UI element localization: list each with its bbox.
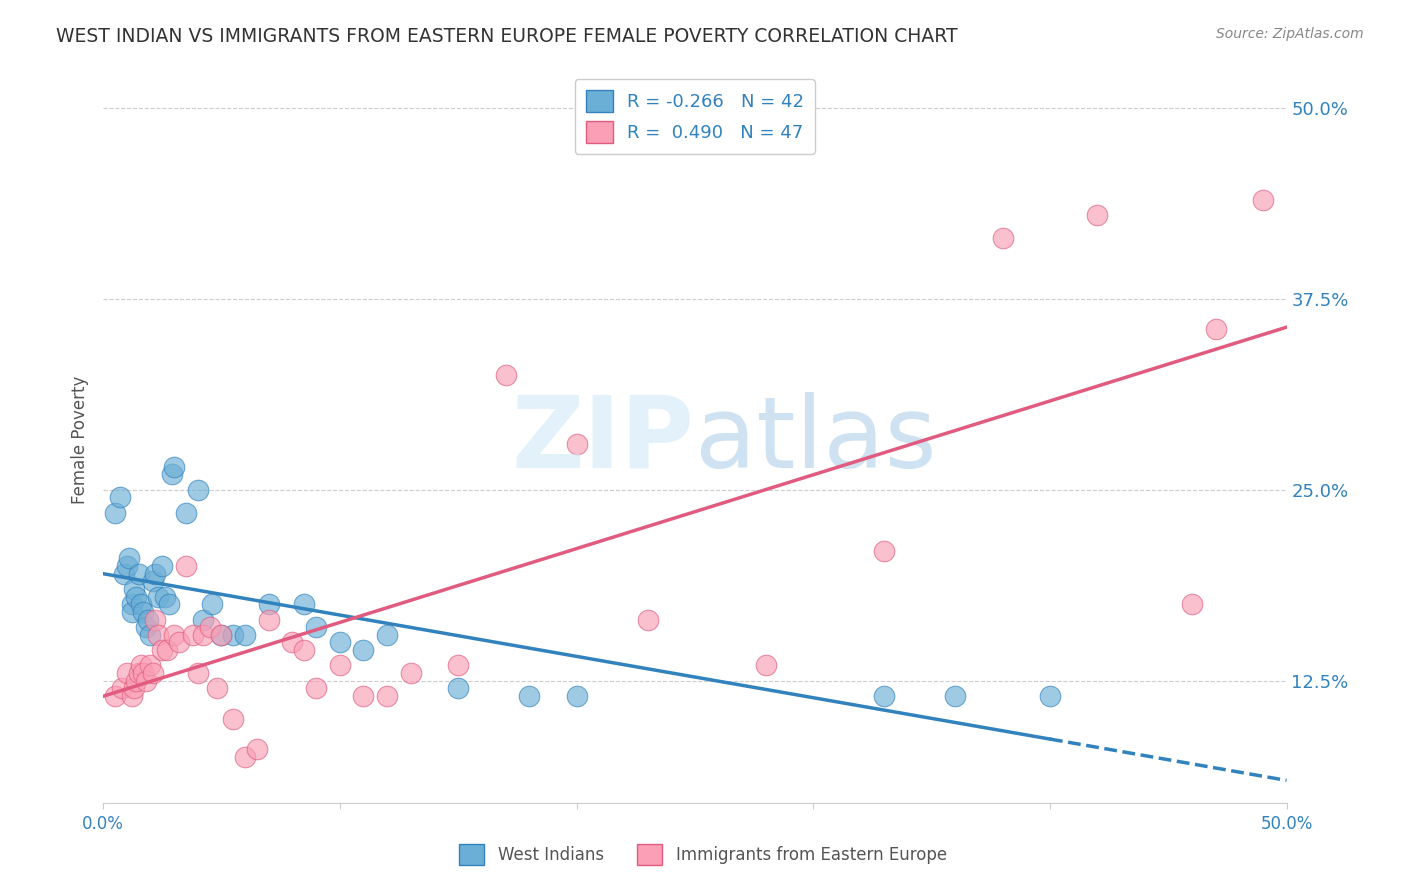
Point — [447, 681, 470, 696]
Point — [114, 566, 136, 581]
Point — [142, 666, 165, 681]
Point — [201, 597, 224, 611]
Point — [115, 666, 138, 681]
Point — [156, 643, 179, 657]
Point — [191, 613, 214, 627]
Point — [143, 566, 166, 581]
Point — [115, 559, 138, 574]
Point — [222, 628, 245, 642]
Point — [375, 628, 398, 642]
Point — [447, 658, 470, 673]
Y-axis label: Female Poverty: Female Poverty — [72, 376, 89, 504]
Point — [755, 658, 778, 673]
Point — [174, 559, 197, 574]
Point — [160, 467, 183, 482]
Point — [565, 689, 588, 703]
Point — [125, 590, 148, 604]
Point — [104, 506, 127, 520]
Point — [142, 574, 165, 589]
Point — [139, 628, 162, 642]
Point — [163, 628, 186, 642]
Point — [150, 559, 173, 574]
Point — [375, 689, 398, 703]
Text: ZIP: ZIP — [512, 392, 695, 489]
Legend: R = -0.266   N = 42, R =  0.490   N = 47: R = -0.266 N = 42, R = 0.490 N = 47 — [575, 79, 815, 154]
Point — [329, 635, 352, 649]
Point — [121, 689, 143, 703]
Point — [1039, 689, 1062, 703]
Point — [1205, 322, 1227, 336]
Point — [122, 582, 145, 596]
Point — [292, 597, 315, 611]
Point — [132, 666, 155, 681]
Point — [111, 681, 134, 696]
Text: WEST INDIAN VS IMMIGRANTS FROM EASTERN EUROPE FEMALE POVERTY CORRELATION CHART: WEST INDIAN VS IMMIGRANTS FROM EASTERN E… — [56, 27, 957, 45]
Point — [139, 658, 162, 673]
Point — [257, 613, 280, 627]
Point — [233, 628, 256, 642]
Point — [146, 628, 169, 642]
Point — [205, 681, 228, 696]
Point — [1085, 208, 1108, 222]
Point — [104, 689, 127, 703]
Point — [181, 628, 204, 642]
Text: Source: ZipAtlas.com: Source: ZipAtlas.com — [1216, 27, 1364, 41]
Legend: West Indians, Immigrants from Eastern Europe: West Indians, Immigrants from Eastern Eu… — [450, 834, 956, 875]
Point — [565, 437, 588, 451]
Point — [222, 712, 245, 726]
Point — [128, 566, 150, 581]
Point — [991, 231, 1014, 245]
Text: 0.0%: 0.0% — [82, 815, 124, 833]
Point — [136, 613, 159, 627]
Point — [198, 620, 221, 634]
Point — [143, 613, 166, 627]
Point — [329, 658, 352, 673]
Point — [305, 681, 328, 696]
Point — [163, 459, 186, 474]
Point — [121, 597, 143, 611]
Point — [153, 590, 176, 604]
Point — [399, 666, 422, 681]
Point — [211, 628, 233, 642]
Point — [1251, 193, 1274, 207]
Point — [150, 643, 173, 657]
Text: 50.0%: 50.0% — [1260, 815, 1313, 833]
Point — [353, 643, 375, 657]
Point — [305, 620, 328, 634]
Point — [135, 620, 157, 634]
Point — [873, 689, 896, 703]
Point — [118, 551, 141, 566]
Point — [211, 628, 233, 642]
Point — [637, 613, 659, 627]
Text: atlas: atlas — [695, 392, 936, 489]
Point — [129, 658, 152, 673]
Point — [187, 666, 209, 681]
Point — [191, 628, 214, 642]
Point — [292, 643, 315, 657]
Point — [246, 742, 269, 756]
Point — [353, 689, 375, 703]
Point — [233, 750, 256, 764]
Point — [132, 605, 155, 619]
Point — [125, 673, 148, 688]
Point — [517, 689, 540, 703]
Point — [281, 635, 304, 649]
Point — [128, 666, 150, 681]
Point — [187, 483, 209, 497]
Point — [174, 506, 197, 520]
Point — [943, 689, 966, 703]
Point — [135, 673, 157, 688]
Point — [257, 597, 280, 611]
Point — [129, 597, 152, 611]
Point — [157, 597, 180, 611]
Point — [1181, 597, 1204, 611]
Point — [108, 491, 131, 505]
Point — [495, 368, 517, 383]
Point — [121, 605, 143, 619]
Point — [146, 590, 169, 604]
Point — [122, 681, 145, 696]
Point — [873, 544, 896, 558]
Point — [167, 635, 190, 649]
